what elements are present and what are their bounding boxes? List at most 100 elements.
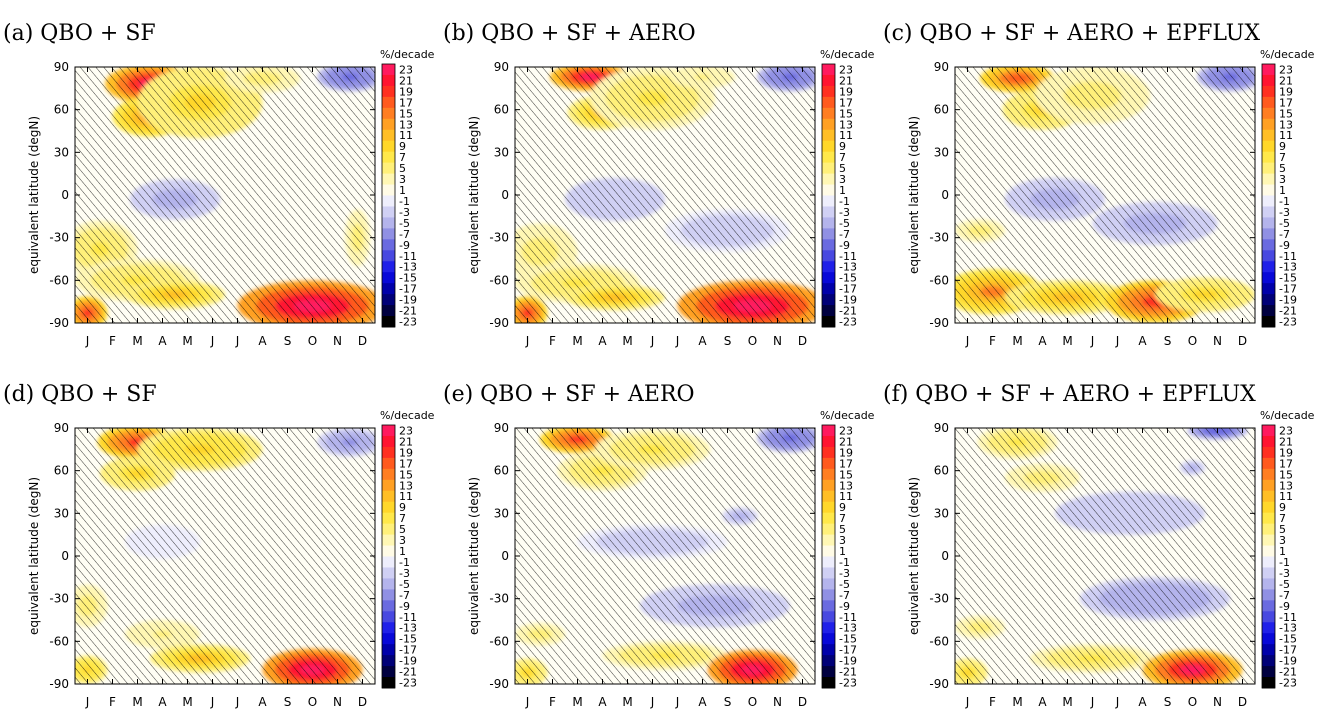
x-tick-label: O — [308, 695, 317, 709]
x-tick-label: J — [1115, 334, 1120, 348]
x-tick-label: F — [549, 334, 556, 348]
colorbar-swatch — [822, 107, 835, 120]
colorbar-swatch — [822, 501, 835, 514]
x-tick-label: A — [598, 334, 607, 348]
x-tick-label: A — [158, 334, 167, 348]
colorbar-tick-label: -3 — [1279, 206, 1290, 219]
colorbar-swatch — [1262, 611, 1275, 623]
contour-field — [515, 428, 815, 684]
y-tick-label: -90 — [489, 677, 509, 691]
colorbar-swatch — [1262, 501, 1275, 514]
x-tick-label: J — [1115, 695, 1120, 709]
colorbar-tick-label: -21 — [399, 666, 417, 679]
colorbar-tick-label: 9 — [399, 140, 406, 153]
colorbar-tick-label: 15 — [839, 468, 853, 481]
colorbar-swatch — [1262, 622, 1275, 634]
colorbar-unit: %/decade — [820, 48, 875, 61]
colorbar-swatch — [1262, 74, 1275, 87]
colorbar-tick-label: -13 — [399, 261, 417, 274]
colorbar-tick-label: -5 — [839, 217, 850, 230]
colorbar-tick-label: 9 — [839, 501, 846, 514]
colorbar-tick-label: 9 — [1279, 501, 1286, 514]
x-tick-label: A — [258, 334, 267, 348]
x-tick-label: D — [358, 695, 367, 709]
y-tick-label: -60 — [489, 273, 509, 287]
colorbar-tick-label: -19 — [1279, 294, 1297, 307]
colorbar-swatch — [382, 173, 395, 186]
colorbar-tick-label: 9 — [1279, 140, 1286, 153]
y-tick-label: -90 — [49, 316, 69, 330]
colorbar-swatch — [822, 217, 835, 229]
x-tick-label: N — [773, 334, 782, 348]
colorbar-swatch — [382, 644, 395, 656]
colorbar-swatch — [1262, 633, 1275, 645]
colorbar-tick-label: 17 — [839, 457, 853, 470]
y-tick-label: -60 — [489, 634, 509, 648]
y-tick-label: 60 — [494, 103, 509, 117]
colorbar-tick-label: 21 — [399, 435, 413, 448]
panel-title: (f) QBO + SF + AERO + EPFLUX — [883, 382, 1256, 407]
contour-field — [75, 428, 375, 684]
colorbar-unit: %/decade — [1260, 48, 1315, 61]
y-tick-label: 30 — [934, 145, 949, 159]
colorbar-tick-label: 23 — [1279, 63, 1293, 76]
x-tick-label: J — [210, 334, 215, 348]
colorbar-swatch — [822, 567, 835, 579]
y-tick-label: -60 — [929, 634, 949, 648]
colorbar-tick-label: -7 — [1279, 589, 1290, 602]
x-tick-label: J — [235, 334, 240, 348]
x-tick-label: D — [798, 695, 807, 709]
x-tick-label: N — [333, 695, 342, 709]
x-tick-label: F — [549, 695, 556, 709]
colorbar-tick-label: -3 — [399, 567, 410, 580]
x-tick-label: S — [724, 334, 732, 348]
y-tick-label: 90 — [494, 60, 509, 74]
colorbar-swatch — [822, 523, 835, 536]
y-tick-label: -30 — [49, 231, 69, 245]
colorbar-swatch — [822, 435, 835, 448]
y-tick-label: 30 — [934, 506, 949, 520]
x-tick-label: S — [1164, 334, 1172, 348]
x-tick-label: A — [1138, 695, 1147, 709]
y-tick-label: -30 — [929, 231, 949, 245]
colorbar-swatch — [382, 512, 395, 525]
y-tick-label: 0 — [501, 188, 509, 202]
y-tick-label: -60 — [49, 634, 69, 648]
colorbar-tick-label: -15 — [399, 633, 417, 646]
y-tick-label: 60 — [934, 103, 949, 117]
colorbar-swatch — [1262, 107, 1275, 120]
colorbar-tick-label: -13 — [1279, 622, 1297, 635]
colorbar-tick-label: -23 — [839, 677, 857, 690]
x-tick-label: D — [798, 334, 807, 348]
colorbar-tick-label: 5 — [839, 162, 846, 175]
colorbar-swatch — [1262, 162, 1275, 175]
colorbar-swatch — [1262, 567, 1275, 579]
colorbar-tick-label: 9 — [839, 140, 846, 153]
colorbar-swatch — [382, 655, 395, 667]
y-tick-label: 60 — [934, 464, 949, 478]
colorbar: 2321191715131197531-1-3-5-7-9-11-13-15-1… — [1260, 409, 1315, 690]
colorbar-swatch — [1262, 272, 1275, 284]
colorbar-tick-label: -9 — [399, 239, 410, 252]
x-tick-label: M — [572, 695, 582, 709]
colorbar-swatch — [1262, 316, 1275, 328]
colorbar-swatch — [382, 118, 395, 131]
x-tick-label: N — [773, 695, 782, 709]
colorbar-tick-label: -13 — [1279, 261, 1297, 274]
colorbar-tick-label: 23 — [839, 424, 853, 437]
colorbar-swatch — [382, 228, 395, 240]
colorbar-tick-label: -19 — [839, 294, 857, 307]
colorbar-swatch — [1262, 151, 1275, 164]
colorbar-swatch — [822, 239, 835, 251]
colorbar-swatch — [382, 184, 395, 196]
colorbar-swatch — [822, 644, 835, 656]
x-tick-label: S — [1164, 695, 1172, 709]
x-tick-label: A — [1138, 334, 1147, 348]
y-tick-label: -60 — [49, 273, 69, 287]
colorbar-tick-label: -19 — [399, 655, 417, 668]
colorbar-swatch — [822, 195, 835, 207]
colorbar-tick-label: -13 — [399, 622, 417, 635]
colorbar-swatch — [822, 622, 835, 634]
colorbar-frame — [381, 63, 396, 328]
colorbar-swatch — [822, 74, 835, 87]
